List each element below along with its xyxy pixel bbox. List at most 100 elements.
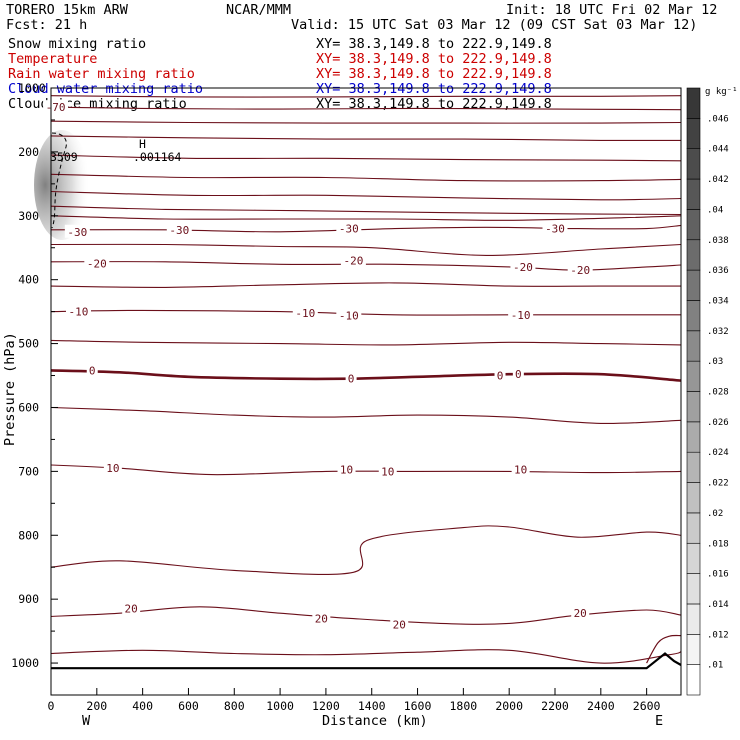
contour-label: 10 [340, 463, 353, 476]
contour-label-bg [378, 464, 397, 478]
temperature-contour [50, 205, 682, 216]
colorbar-tick: .036 [707, 266, 729, 276]
contour-label-bg [84, 256, 110, 270]
y-axis: 200 300 400 500 600 700 800 900 1000 [11, 119, 58, 696]
colorbar-tick: .044 [707, 145, 729, 155]
legend-label: Temperature [8, 51, 97, 67]
colorbar-tick: .04 [707, 205, 723, 215]
contour-label-bg [166, 222, 192, 236]
temperature-contour [50, 282, 681, 288]
colorbar: .01 .012 .014 .016 .018 .02 .022 .024 .026 .028 .0… [686, 87, 729, 696]
x-tick-label: 1400 [358, 699, 386, 713]
obscured-header: 1000 [18, 81, 46, 95]
x-tick-label: 200 [86, 699, 107, 713]
contour-label-bg [345, 371, 357, 385]
colorbar-unit: g kg⁻¹ [705, 87, 738, 97]
y-tick-label: 600 [18, 400, 39, 414]
x-tick-label: 1800 [450, 699, 478, 713]
contour-label-bg [65, 304, 91, 318]
contour-label: 0 [89, 364, 96, 377]
temperature-contour [50, 154, 682, 162]
colorbar-tick: .032 [707, 327, 729, 337]
contour-label-bg [86, 363, 98, 377]
contour-label-bg [567, 263, 593, 277]
colorbar-swatch [686, 512, 701, 544]
legend-xy: XY= 38.3,149.8 to 222.9,149.8 [316, 51, 552, 67]
contour-label-bg [510, 259, 536, 273]
colorbar-tick: .046 [707, 114, 729, 124]
contour-label: -30 [169, 224, 189, 237]
temperature-contour [50, 261, 682, 271]
x-tick-label: 0 [48, 699, 55, 713]
x-tick-label: 1200 [312, 699, 340, 713]
colorbar-swatch [686, 633, 701, 665]
temperature-contour [50, 464, 682, 476]
x-axis-label: Distance (km) [322, 713, 428, 729]
temperature-contour [50, 369, 682, 382]
y-axis-label: Pressure (hPa) [2, 332, 18, 446]
cloud-ice-contour [51, 132, 67, 229]
colorbar-tick: .016 [707, 570, 729, 580]
colorbar-swatch [686, 300, 701, 332]
y-tick-label: 900 [18, 592, 39, 606]
colorbar-swatch [686, 603, 701, 635]
temperature-contour [50, 95, 682, 98]
contour-label: -30 [545, 223, 565, 236]
left-value: 3509 [50, 150, 78, 164]
temperature-contours [50, 95, 682, 664]
x-tick-label: 2000 [495, 699, 523, 713]
contour-label-bg [122, 601, 141, 615]
colorbar-tick: .042 [707, 175, 729, 185]
contour-label-bg [64, 224, 90, 238]
west-label: W [82, 713, 91, 729]
x-tick-label: 2200 [541, 699, 569, 713]
contour-label: -20 [87, 258, 107, 271]
temperature-contour [50, 649, 682, 664]
contour-label: -10 [295, 307, 315, 320]
legend-xy: XY= 38.3,149.8 to 222.9,149.8 [316, 36, 552, 52]
colorbar-swatch [686, 87, 701, 119]
high-marker: H [139, 137, 146, 151]
contour-label: -20 [343, 255, 363, 268]
colorbar-swatch [686, 664, 701, 696]
colorbar-tick: .034 [707, 296, 729, 306]
colorbar-tick: .022 [707, 479, 729, 489]
valid-time: Valid: 15 UTC Sat 03 Mar 12 (09 CST Sat … [291, 17, 697, 33]
plot-frame [50, 87, 682, 696]
colorbar-swatch [686, 542, 701, 574]
contour-label-bg [103, 461, 122, 475]
contour-label: 20 [315, 612, 328, 625]
x-tick-label: 1600 [404, 699, 432, 713]
contour-label: 10 [381, 465, 394, 478]
temperature-contour [50, 215, 682, 221]
contour-label-bg [312, 611, 331, 625]
contour-label-bg [336, 221, 362, 235]
contour-label: 0 [348, 373, 355, 386]
colorbar-swatch [686, 209, 701, 241]
contour-label: -30 [339, 223, 359, 236]
temperature-contour [50, 525, 682, 575]
colorbar-swatch [686, 391, 701, 423]
contour-label: -10 [511, 309, 531, 322]
legend-label: Snow mixing ratio [8, 36, 146, 52]
contour-label: -20 [570, 264, 590, 277]
colorbar-tick: .01 [707, 661, 723, 671]
model-title: TORERO 15km ARW [6, 2, 129, 18]
contour-label: -30 [67, 226, 87, 239]
contour-label-bg [542, 221, 568, 235]
x-tick-label: 400 [132, 699, 153, 713]
colorbar-swatch [686, 330, 701, 362]
contour-label: 10 [514, 463, 527, 476]
high-value: .001164 [133, 150, 182, 164]
temperature-contour [50, 106, 682, 111]
legend: Snow mixing ratio XY= 38.3,149.8 to 222.9… [8, 36, 552, 112]
temperature-contour [50, 606, 682, 625]
colorbar-swatch [686, 118, 701, 149]
colorbar-swatch [686, 148, 701, 180]
x-tick-label: 2600 [633, 699, 661, 713]
contour-label-bg [390, 617, 409, 631]
contour-label: 10 [106, 462, 119, 475]
cloud-ice-shading [34, 130, 90, 240]
contour-label: 0 [515, 368, 522, 381]
